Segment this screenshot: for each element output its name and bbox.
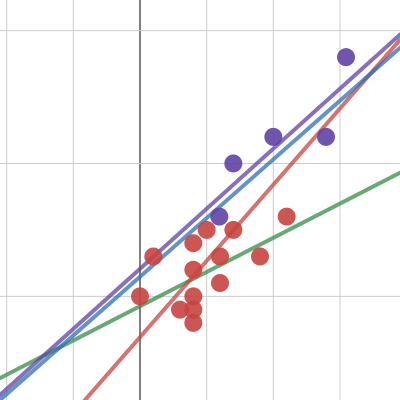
point (337, 48, 355, 67)
point (211, 274, 229, 293)
point (184, 234, 203, 253)
point (184, 260, 203, 279)
point (317, 127, 335, 146)
point (184, 300, 203, 319)
point (184, 287, 203, 306)
point (251, 247, 269, 266)
fit-line (0, 32, 400, 397)
fit-line (83, 37, 400, 400)
point (131, 287, 149, 306)
point (184, 313, 203, 332)
point (224, 220, 243, 239)
point (264, 127, 283, 146)
point (224, 154, 243, 173)
point (144, 247, 163, 266)
point (210, 207, 229, 226)
point (171, 300, 189, 319)
point (197, 220, 216, 239)
point (277, 207, 296, 226)
point (211, 247, 229, 266)
